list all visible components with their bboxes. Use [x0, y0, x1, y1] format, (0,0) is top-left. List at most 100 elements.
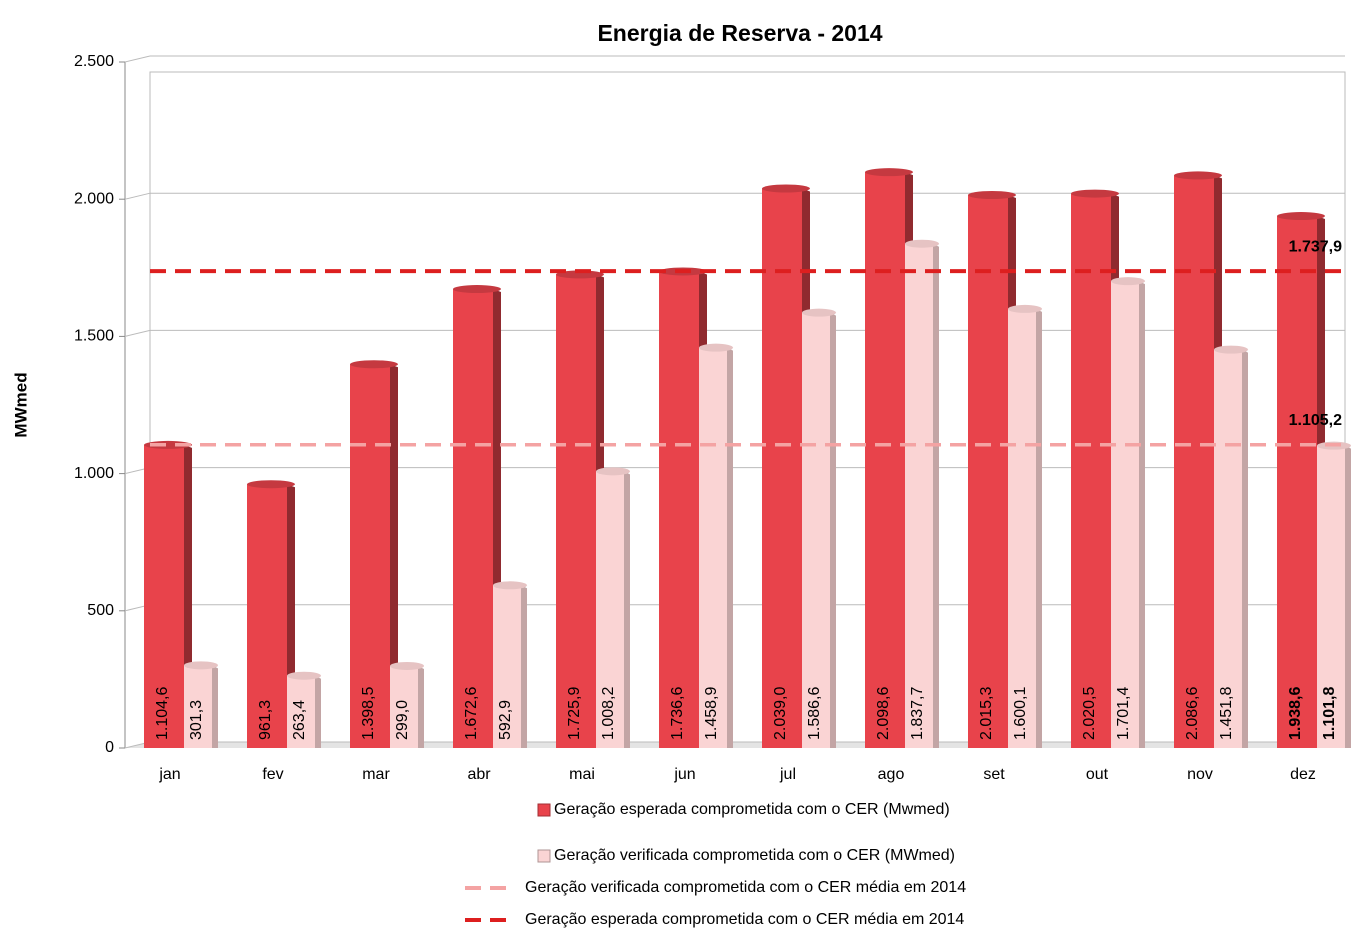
reference-label: 1.105,2: [1289, 412, 1342, 429]
bar-top: [905, 239, 939, 248]
bar: [184, 665, 212, 748]
value-label: 1.600,1: [1012, 687, 1029, 740]
bar: [762, 188, 802, 748]
value-label: 1.101,8: [1321, 687, 1338, 740]
value-label: 1.672,6: [463, 687, 480, 740]
value-label: 1.736,6: [669, 687, 686, 740]
back-wall: [149, 71, 1346, 743]
bar: [968, 195, 1008, 748]
bar-top: [1214, 345, 1248, 354]
value-label: 263,4: [291, 700, 308, 740]
value-label: 299,0: [394, 700, 411, 740]
value-label: 2.020,5: [1081, 687, 1098, 740]
value-label: 1.451,8: [1218, 687, 1235, 740]
bar-top: [1008, 304, 1042, 313]
bar-side: [418, 665, 424, 748]
x-tick-label: nov: [1187, 766, 1213, 783]
bar-top: [350, 360, 398, 369]
bar: [1071, 193, 1111, 748]
bar-top: [390, 661, 424, 670]
y-tick-label: 500: [87, 602, 114, 619]
bar-top: [1277, 212, 1325, 221]
bar: [699, 347, 727, 748]
value-label: 1.837,7: [909, 687, 926, 740]
bar: [493, 585, 521, 748]
y-tick-label: 1.000: [74, 465, 114, 482]
bar-side: [933, 243, 939, 749]
value-label: 961,3: [257, 700, 274, 740]
bar-top: [865, 168, 913, 177]
bar-top: [184, 661, 218, 670]
bar-top: [1111, 277, 1145, 286]
bar: [659, 271, 699, 748]
bar-side: [727, 347, 733, 748]
bar-side: [624, 471, 630, 748]
x-tick-label: fev: [262, 766, 283, 783]
grid-line-diag: [124, 192, 151, 200]
bar-top: [247, 480, 295, 489]
value-label: 301,3: [188, 700, 205, 740]
legend-label: Geração verificada comprometida com o CE…: [554, 847, 955, 864]
x-tick-label: jul: [779, 766, 796, 783]
x-tick-label: dez: [1290, 766, 1316, 783]
y-axis-label: MWmed: [11, 372, 30, 437]
value-label: 1.458,9: [703, 687, 720, 740]
value-label: 1.586,6: [806, 687, 823, 740]
bar-side: [212, 665, 218, 748]
value-label: 2.086,6: [1184, 687, 1201, 740]
bar: [1174, 175, 1214, 749]
legend-swatch: [537, 803, 551, 817]
y-tick-label: 2.500: [74, 53, 114, 70]
bar: [1317, 445, 1345, 748]
value-label: 592,9: [497, 700, 514, 740]
x-tick-label: out: [1086, 766, 1109, 783]
value-label: 2.039,0: [772, 687, 789, 740]
bar: [247, 484, 287, 748]
bar: [556, 274, 596, 748]
bar-side: [830, 312, 836, 748]
bar-top: [968, 191, 1016, 200]
bar-top: [287, 671, 321, 680]
x-tick-label: mai: [569, 766, 595, 783]
bar-side: [1345, 445, 1351, 748]
bar: [905, 243, 933, 749]
bar: [287, 675, 315, 748]
bar-top: [493, 581, 527, 590]
x-tick-label: jan: [158, 766, 180, 783]
bar: [865, 172, 905, 748]
value-label: 1.008,2: [600, 687, 617, 740]
bar-top: [1071, 189, 1119, 198]
x-tick-label: ago: [878, 766, 905, 783]
bar-side: [315, 675, 321, 748]
value-label: 1.725,9: [566, 687, 583, 740]
y-tick-label: 0: [105, 739, 114, 756]
bar: [144, 444, 184, 748]
x-tick-label: abr: [467, 766, 491, 783]
value-label: 1.938,6: [1287, 687, 1304, 740]
floor: [125, 742, 1351, 748]
value-label: 1.398,5: [360, 687, 377, 740]
bar: [350, 364, 390, 748]
value-label: 2.098,6: [875, 687, 892, 740]
x-tick-label: jun: [673, 766, 695, 783]
legend-label: Geração verificada comprometida com o CE…: [525, 879, 966, 896]
bar-top: [762, 184, 810, 193]
reference-label: 1.737,9: [1289, 238, 1342, 255]
value-label: 1.701,4: [1115, 687, 1132, 740]
value-label: 1.104,6: [154, 687, 171, 740]
bar-top: [802, 308, 836, 317]
bar-side: [1139, 281, 1145, 748]
bar: [1008, 308, 1036, 748]
value-label: 2.015,3: [978, 687, 995, 740]
bar: [802, 312, 830, 748]
bar: [596, 471, 624, 748]
y-tick-label: 1.500: [74, 328, 114, 345]
y-tick-label: 2.000: [74, 190, 114, 207]
bar-side: [1242, 349, 1248, 748]
bar-side: [521, 585, 527, 748]
bar-top: [596, 467, 630, 476]
bar-top: [556, 270, 604, 279]
bar-top: [1174, 171, 1222, 180]
legend-swatch: [537, 849, 551, 863]
